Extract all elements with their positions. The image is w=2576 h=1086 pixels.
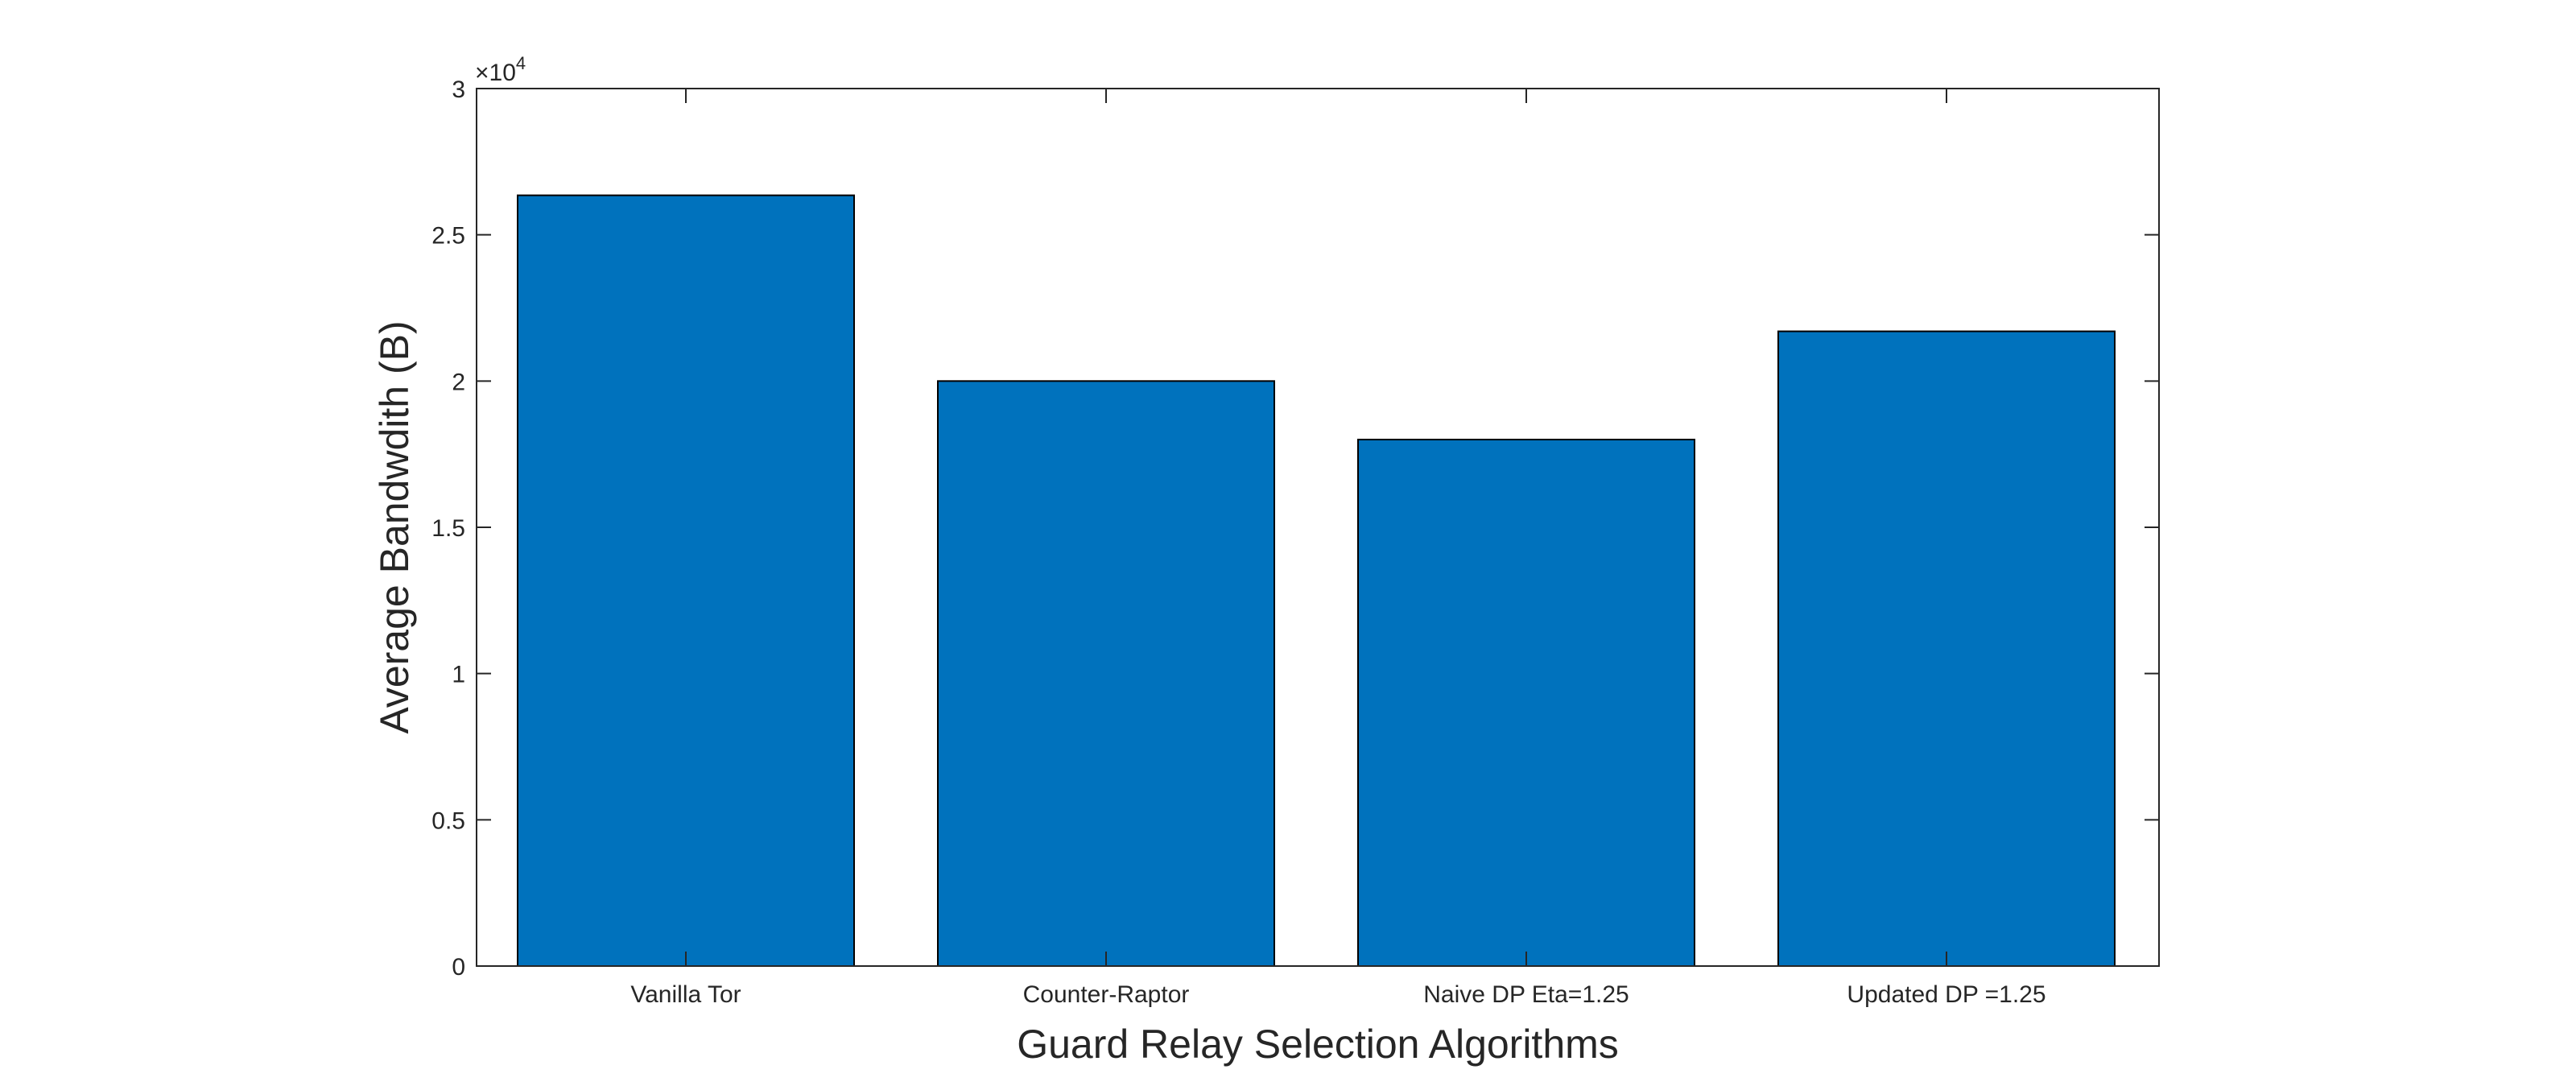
- x-tick-label-0: Vanilla Tor: [630, 981, 741, 1008]
- bar-3: [1777, 330, 2116, 968]
- bar-1: [937, 380, 1275, 968]
- x-tick-label-1: Counter-Raptor: [1023, 981, 1190, 1008]
- y-tick-label-2: 1: [452, 662, 465, 688]
- y-exponent-base: ×10: [475, 60, 516, 86]
- y-tick-label-3: 1.5: [431, 515, 465, 542]
- y-tick-label-0: 0: [452, 954, 465, 981]
- x-tick-label-3: Updated DP =1.25: [1847, 981, 2046, 1008]
- y-exponent-power: 4: [516, 53, 526, 73]
- y-exponent-label: ×104: [475, 53, 526, 86]
- y-tick-label-4: 2: [452, 369, 465, 395]
- bars-layer: [517, 194, 2116, 968]
- bar-2: [1357, 439, 1695, 967]
- bar-0: [517, 194, 855, 968]
- labels-layer: Vanilla Tor Counter-Raptor Naive DP Eta=1.…: [431, 76, 2046, 1008]
- x-tick-label-2: Naive DP Eta=1.25: [1423, 981, 1629, 1008]
- y-tick-label-6: 3: [452, 76, 465, 103]
- x-axis-title: Guard Relay Selection Algorithms: [1017, 1022, 1619, 1067]
- ticks-layer: [477, 88, 2159, 967]
- y-axis-title: Average Bandwdith (B): [372, 320, 417, 733]
- y-tick-label-5: 2.5: [431, 223, 465, 250]
- y-tick-label-1: 0.5: [431, 807, 465, 834]
